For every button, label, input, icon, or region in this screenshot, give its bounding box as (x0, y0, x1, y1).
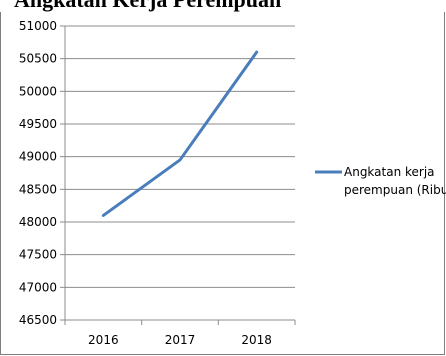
series-layer (101, 50, 259, 217)
legend-label: Angkatan kerja (344, 165, 435, 179)
y-tick-label: 50000 (19, 84, 57, 98)
legend: Angkatan kerja perempuan (Ribu) (315, 165, 446, 197)
series-line-0 (101, 50, 259, 217)
chart-title: Angkatan Kerja Perempuan (14, 0, 444, 13)
grid-layer (65, 25, 295, 321)
y-tick-label: 48000 (19, 215, 57, 229)
y-tick-label: 49500 (19, 117, 57, 131)
y-tick-label: 46500 (19, 313, 57, 327)
y-tick-label: 47000 (19, 280, 57, 294)
chart-frame (0, 12, 445, 355)
y-tick-label: 49000 (19, 150, 57, 164)
y-tick-label: 47500 (19, 248, 57, 262)
x-tick-label: 2016 (88, 333, 119, 347)
x-tick-label: 2018 (241, 333, 272, 347)
legend-label: perempuan (Ribu) (344, 183, 446, 197)
x-tick-label: 2017 (165, 333, 196, 347)
y-tick-label: 51000 (19, 19, 57, 33)
y-tick-label: 50500 (19, 52, 57, 66)
y-tick-label: 48500 (19, 182, 57, 196)
axis-layer: 46500 47000 47500 48000 48500 49000 49500 50000… (19, 19, 296, 347)
